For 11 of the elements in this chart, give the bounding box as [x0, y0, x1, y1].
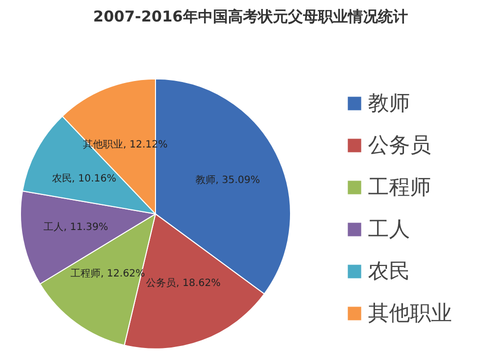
- legend-label: 农民: [368, 258, 410, 285]
- legend-label: 工人: [368, 216, 410, 243]
- data-label: 工人, 11.39%: [44, 222, 108, 234]
- chart-title: 2007-2016年中国高考状元父母职业情况统计: [93, 8, 408, 26]
- legend-label: 公务员: [368, 132, 431, 159]
- legend-label: 其他职业: [368, 300, 452, 327]
- data-label: 农民, 10.16%: [52, 173, 116, 184]
- legend-label: 工程师: [368, 174, 431, 201]
- data-label: 教师, 35.09%: [196, 174, 260, 186]
- legend-label: 教师: [368, 90, 410, 117]
- data-label: 公务员, 18.62%: [146, 277, 221, 290]
